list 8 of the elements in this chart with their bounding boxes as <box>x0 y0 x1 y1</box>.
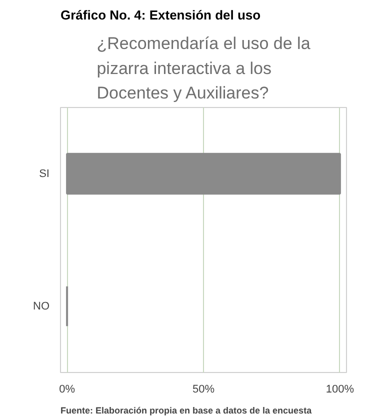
x-tick-label: 0% <box>59 384 76 396</box>
y-tick-label: NO <box>33 300 50 312</box>
y-tick-label: SI <box>39 168 50 180</box>
chart-title: Gráfico No. 4: Extensión del uso <box>60 8 261 22</box>
x-tick-label: 50% <box>192 384 215 396</box>
chart-subtitle: ¿Recomendaría el uso de la pizarra interactiva a los Docentes y Auxiliares? <box>96 34 311 102</box>
x-tick-label: 100% <box>326 384 354 396</box>
source-note: Fuente: Elaboración propia en base a datos de la encuesta <box>60 406 313 416</box>
